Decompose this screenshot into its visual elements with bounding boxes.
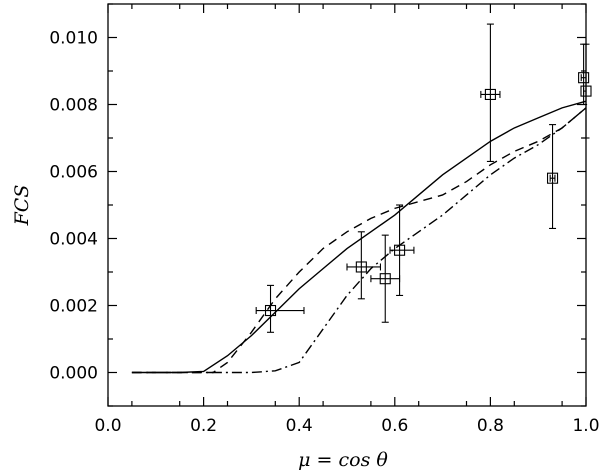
square-marker: [578, 72, 590, 84]
x-tick-label: 0.0: [94, 416, 121, 436]
data-point: [346, 231, 382, 300]
series-line-solid: [131, 100, 587, 374]
square-marker: [484, 88, 496, 100]
y-axis-ticks: 0.000 0.002 0.004 0.006 0.008 0.010: [49, 3, 586, 407]
x-tick-label: 1.0: [572, 416, 599, 436]
x-tick-label: 0.4: [286, 416, 313, 436]
y-tick-label: 0.006: [49, 163, 98, 183]
y-axis-title: FCS: [11, 185, 33, 227]
data-point: [578, 43, 590, 106]
data-points-layer: [255, 23, 592, 333]
series-line-dashed: [131, 107, 587, 374]
data-point: [389, 204, 415, 297]
y-tick-label: 0.008: [49, 96, 98, 116]
square-marker: [264, 304, 277, 317]
series-layer: [131, 100, 587, 374]
y-tick-label: 0.010: [49, 29, 98, 49]
x-axis-ticks: 0.0 0.2 0.4 0.6 0.8 1.0: [94, 4, 600, 436]
x-tick-label: 0.2: [190, 416, 217, 436]
data-point: [480, 23, 501, 162]
y-tick-label: 0.002: [49, 297, 98, 317]
y-tick-label: 0.004: [49, 230, 98, 250]
data-point: [255, 284, 305, 333]
square-marker: [580, 85, 592, 97]
series-line-dash-dot: [131, 107, 587, 374]
y-tick-label: 0.000: [49, 364, 98, 384]
data-point: [580, 43, 592, 139]
x-axis-title: μ = cos θ: [298, 449, 388, 471]
square-marker: [379, 273, 391, 285]
square-marker: [546, 172, 559, 184]
square-marker: [394, 244, 406, 256]
x-tick-label: 0.6: [381, 416, 408, 436]
plot-frame: [107, 3, 587, 407]
data-point: [546, 124, 559, 229]
data-point: [370, 234, 401, 323]
square-marker: [355, 261, 367, 273]
x-tick-label: 0.8: [477, 416, 504, 436]
